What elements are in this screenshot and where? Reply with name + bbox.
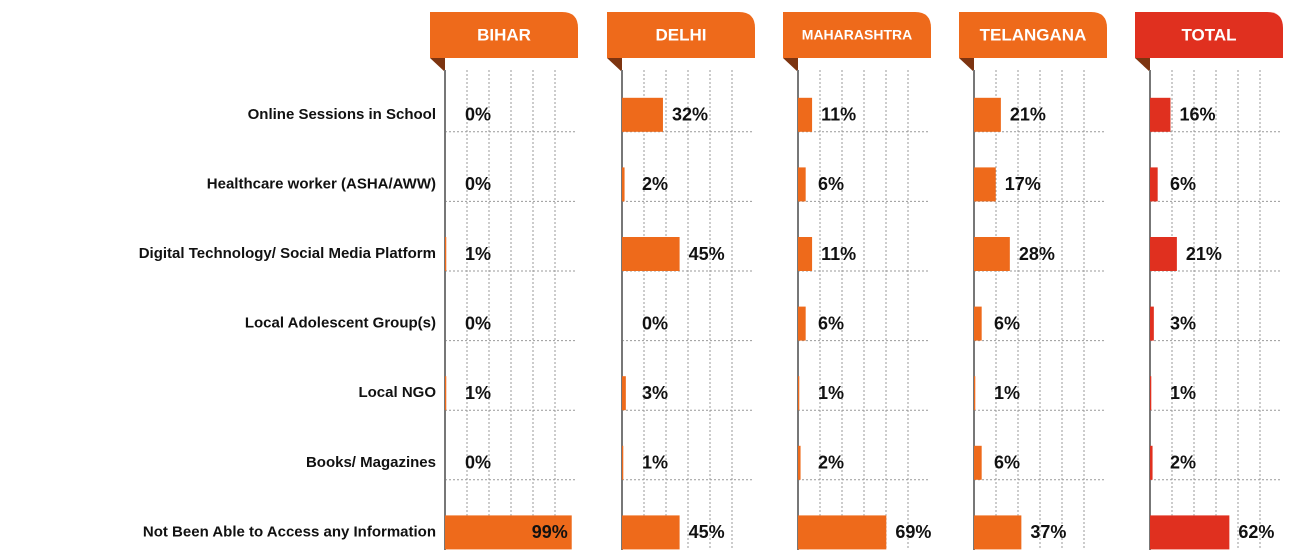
value-label: 69%	[895, 522, 931, 542]
value-label: 17%	[1005, 174, 1041, 194]
value-label: 11%	[821, 244, 856, 264]
header-tab	[783, 12, 931, 58]
header-label: TELANGANA	[980, 25, 1087, 44]
value-label: 6%	[818, 313, 844, 333]
value-label: 6%	[818, 174, 844, 194]
value-label: 37%	[1030, 522, 1066, 542]
header-tab	[430, 12, 578, 58]
bar	[622, 237, 680, 271]
header-fold	[959, 58, 974, 72]
category-label: Online Sessions in School	[248, 106, 436, 123]
value-label: 1%	[642, 453, 668, 473]
value-label: 62%	[1238, 522, 1274, 542]
value-label: 0%	[642, 313, 668, 333]
value-label: 2%	[1170, 453, 1196, 473]
bar	[798, 515, 887, 550]
category-label: Books/ Magazines	[306, 454, 436, 471]
bar	[1150, 515, 1230, 550]
bar	[445, 237, 447, 271]
bar	[622, 167, 625, 202]
value-label: 1%	[465, 244, 491, 264]
bar	[974, 97, 1001, 132]
value-label: 32%	[672, 105, 708, 125]
value-label: 45%	[689, 244, 725, 264]
bar	[974, 515, 1022, 550]
bar	[1150, 167, 1158, 202]
value-label: 21%	[1010, 105, 1046, 125]
value-label: 1%	[818, 383, 844, 403]
value-label: 0%	[465, 453, 491, 473]
value-label: 0%	[465, 313, 491, 333]
category-label: Not Been Able to Access any Information	[143, 523, 436, 540]
value-label: 0%	[465, 174, 491, 194]
bar	[622, 97, 663, 132]
bar	[798, 445, 801, 480]
value-label: 2%	[818, 453, 844, 473]
value-label: 1%	[465, 383, 491, 403]
value-label: 3%	[1170, 313, 1196, 333]
category-label: Local Adolescent Group(s)	[245, 315, 436, 332]
bar	[1150, 306, 1154, 341]
header-fold	[1135, 58, 1150, 72]
bar	[798, 97, 813, 132]
header-label: BIHAR	[477, 25, 531, 44]
header-fold	[430, 58, 445, 72]
bar	[798, 167, 806, 202]
header-tab	[607, 12, 755, 58]
bar	[798, 306, 806, 341]
bar	[1150, 445, 1153, 480]
bar	[1150, 376, 1152, 411]
bar	[798, 376, 800, 411]
value-label: 16%	[1179, 105, 1215, 125]
value-label: 28%	[1019, 244, 1055, 264]
header-label: MAHARASHTRA	[802, 27, 912, 43]
bar	[1150, 97, 1171, 132]
header-tab	[959, 12, 1107, 58]
category-label: Local NGO	[358, 384, 436, 401]
bar	[445, 515, 572, 550]
value-label: 6%	[994, 453, 1020, 473]
bar	[974, 445, 982, 480]
value-label: 1%	[1170, 383, 1196, 403]
value-label: 11%	[821, 105, 856, 125]
bar	[974, 167, 996, 202]
value-label: 99%	[532, 522, 568, 542]
bar	[1150, 237, 1177, 271]
header-fold	[783, 58, 798, 72]
value-label: 1%	[994, 383, 1020, 403]
header-tab	[1135, 12, 1283, 58]
bar	[622, 445, 624, 480]
header-label: TOTAL	[1181, 25, 1236, 44]
header-fold	[607, 58, 622, 72]
bar	[622, 515, 680, 550]
bar	[798, 237, 813, 271]
value-label: 45%	[689, 522, 725, 542]
bar	[974, 376, 976, 411]
bar	[974, 306, 982, 341]
value-label: 6%	[994, 313, 1020, 333]
value-label: 6%	[1170, 174, 1196, 194]
bar	[622, 376, 626, 411]
category-label: Healthcare worker (ASHA/AWW)	[207, 175, 436, 192]
category-label: Digital Technology/ Social Media Platfor…	[139, 245, 436, 262]
bar	[445, 376, 447, 411]
value-label: 21%	[1186, 244, 1222, 264]
value-label: 3%	[642, 383, 668, 403]
value-label: 2%	[642, 174, 668, 194]
header-label: DELHI	[656, 25, 707, 44]
bar	[974, 237, 1010, 271]
value-label: 0%	[465, 105, 491, 125]
